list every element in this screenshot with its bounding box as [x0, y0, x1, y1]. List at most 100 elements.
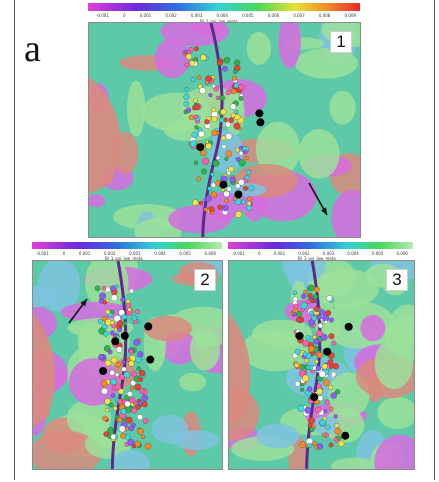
- event-dot: [225, 89, 232, 96]
- colorbar-2-tick: 0.004: [154, 251, 166, 256]
- event-dot: [129, 355, 137, 362]
- event-dot: [235, 147, 240, 153]
- field-blob: [66, 399, 112, 438]
- event-dot: [127, 307, 132, 312]
- event-dot: [313, 286, 320, 293]
- event-dot: [221, 144, 227, 149]
- event-dot: [114, 383, 122, 391]
- colorbar-2: [32, 242, 222, 249]
- field-blob: [323, 317, 342, 338]
- colorbar-1-tick: 0.008: [318, 13, 331, 18]
- event-dot: [141, 435, 145, 439]
- event-dot: [324, 320, 328, 325]
- field-blob: [189, 329, 220, 371]
- colorbar-2-tick: 0.002: [103, 251, 116, 256]
- colorbar-1-tick: -0.001: [96, 13, 109, 18]
- event-dot: [137, 414, 143, 420]
- station-marker: [196, 143, 205, 152]
- station-marker: [219, 180, 228, 189]
- event-dot: [141, 394, 148, 402]
- station-marker: [341, 431, 350, 440]
- event-dot: [217, 204, 223, 210]
- event-dot: [183, 50, 188, 55]
- event-dot: [232, 75, 238, 81]
- colorbar-3-gradient: [228, 242, 413, 249]
- event-dot: [328, 317, 335, 323]
- event-dot: [328, 385, 333, 390]
- event-dot: [129, 288, 134, 294]
- event-dot: [105, 309, 111, 315]
- field-blob: [374, 434, 414, 469]
- event-dot: [238, 151, 244, 156]
- map-2-field: [33, 261, 222, 469]
- event-dot: [102, 316, 108, 322]
- field-blob: [191, 23, 225, 36]
- field-blob: [33, 430, 102, 469]
- event-dot: [135, 309, 140, 314]
- event-dot: [316, 352, 323, 359]
- event-dot: [225, 121, 231, 128]
- field-blob: [295, 48, 358, 79]
- event-dot: [299, 441, 306, 449]
- station-marker: [146, 355, 155, 364]
- event-dot: [246, 205, 253, 211]
- field-blob: [331, 189, 360, 237]
- event-dot: [313, 338, 320, 345]
- figure-label: a: [24, 28, 41, 70]
- colorbar-3-title: Bl_1_poi_low_meta: [298, 256, 336, 261]
- event-dot: [196, 75, 202, 80]
- event-dot: [226, 186, 232, 192]
- colorbar-1-tick: 0.006: [267, 13, 280, 18]
- event-dot: [194, 160, 199, 165]
- event-dot: [203, 207, 208, 212]
- event-dot: [245, 169, 252, 176]
- event-dot: [233, 83, 239, 89]
- event-dot: [141, 401, 148, 408]
- colorbar-2-tick: 0.006: [204, 251, 216, 256]
- event-dot: [121, 314, 127, 320]
- event-dot: [109, 369, 115, 376]
- event-dot: [138, 369, 146, 377]
- colorbar-1: [88, 3, 360, 11]
- colorbar-2-tick: 0.001: [78, 251, 91, 256]
- event-dot: [321, 363, 328, 370]
- event-dot: [110, 285, 116, 292]
- field-blob: [168, 205, 232, 234]
- event-dot: [296, 311, 302, 317]
- event-dot: [110, 434, 116, 440]
- event-dot: [188, 114, 195, 121]
- pointer-arrow: [68, 298, 88, 324]
- event-dot: [110, 356, 118, 364]
- event-dot: [108, 402, 114, 408]
- event-dot: [300, 387, 305, 392]
- event-dot: [198, 130, 205, 138]
- event-dot: [200, 149, 207, 156]
- event-dot: [121, 360, 126, 365]
- event-dot: [247, 196, 253, 202]
- event-dot: [103, 345, 111, 352]
- event-dot: [216, 155, 221, 160]
- event-dot: [330, 392, 337, 399]
- event-dot: [300, 302, 308, 310]
- event-dot: [110, 309, 115, 314]
- event-dot: [246, 201, 252, 206]
- event-dot: [139, 388, 145, 394]
- event-dot: [334, 427, 342, 435]
- event-dot: [110, 294, 118, 302]
- event-dot: [137, 376, 144, 382]
- event-dot: [296, 316, 303, 323]
- event-dot: [332, 363, 339, 370]
- event-dot: [126, 391, 133, 397]
- colorbar-1-tick: 0.009: [344, 13, 356, 18]
- event-dot: [205, 75, 213, 83]
- event-dot: [207, 186, 212, 191]
- event-dot: [292, 311, 297, 317]
- event-dot: [185, 53, 193, 60]
- colorbar-1-tick: 0.007: [293, 13, 305, 18]
- event-dot: [127, 439, 135, 446]
- event-dot: [309, 310, 315, 316]
- event-dot: [215, 95, 220, 100]
- event-dot: [131, 407, 138, 414]
- colorbar-2-tick: -0.001: [36, 251, 49, 256]
- event-dot: [103, 331, 109, 337]
